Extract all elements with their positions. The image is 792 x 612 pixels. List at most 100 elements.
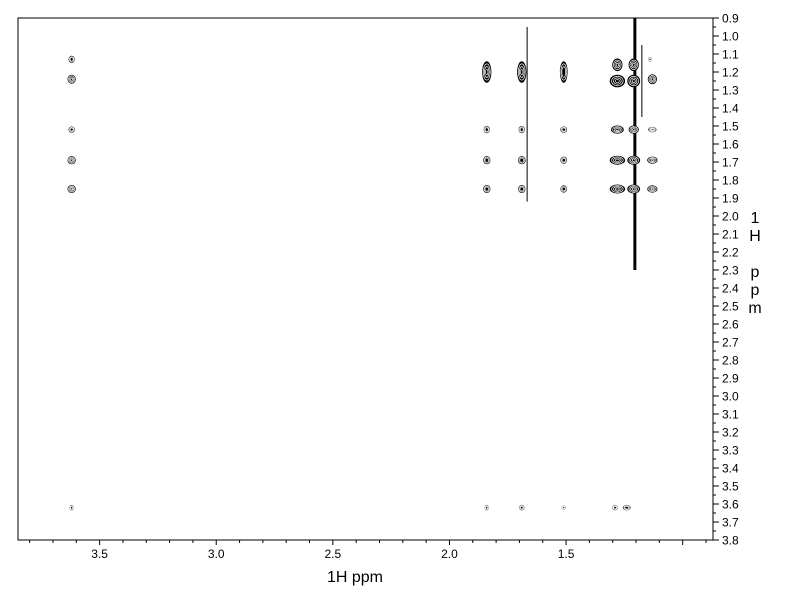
y-tick-label: 3.0 bbox=[722, 390, 739, 404]
contour-level bbox=[562, 506, 566, 509]
contour-level bbox=[624, 505, 629, 510]
contour-level bbox=[611, 156, 624, 164]
contour-level bbox=[70, 187, 74, 191]
contour-level bbox=[69, 57, 74, 62]
y-tick-label: 2.0 bbox=[722, 210, 739, 224]
x-tick-label: 3.0 bbox=[208, 547, 225, 561]
contour-level bbox=[649, 186, 656, 192]
contour-level bbox=[650, 77, 654, 81]
contour-level bbox=[648, 75, 657, 84]
contour-level bbox=[69, 127, 74, 132]
contour-level bbox=[630, 127, 637, 132]
contour-level bbox=[650, 187, 654, 191]
contour-level bbox=[520, 505, 524, 510]
y-tick-label: 3.3 bbox=[722, 444, 739, 458]
contour-level bbox=[648, 185, 657, 193]
y-tick-label: 1.5 bbox=[722, 120, 739, 134]
cross-peak bbox=[519, 504, 525, 511]
cross-peak bbox=[560, 156, 568, 164]
cross-peak bbox=[67, 74, 76, 84]
contour-level bbox=[615, 62, 620, 67]
cross-peak bbox=[648, 126, 657, 133]
cross-peak bbox=[647, 185, 658, 193]
contour-level bbox=[630, 61, 637, 69]
y-tick-label: 1.3 bbox=[722, 84, 739, 98]
contour-level bbox=[561, 158, 566, 163]
contour-outer bbox=[609, 155, 626, 165]
contour-outer bbox=[67, 74, 76, 84]
contour-level bbox=[483, 156, 490, 164]
y-tick-label: 1.9 bbox=[722, 192, 739, 206]
contour-level bbox=[560, 63, 567, 81]
contour-level bbox=[632, 128, 636, 131]
cross-peak bbox=[627, 155, 641, 165]
y-tick-label: 2.5 bbox=[722, 300, 739, 314]
y-tick-label: 3.4 bbox=[722, 462, 739, 476]
contour-level bbox=[482, 63, 491, 81]
contour-level bbox=[628, 185, 639, 193]
contour-level bbox=[631, 79, 636, 83]
contour-level bbox=[519, 126, 525, 133]
contour-outer bbox=[628, 58, 639, 72]
contour-level bbox=[630, 186, 638, 192]
contour-outer bbox=[628, 125, 639, 134]
contour-outer bbox=[612, 58, 623, 72]
contour-level bbox=[650, 128, 654, 131]
contour-level bbox=[484, 186, 489, 192]
y-tick-label: 3.1 bbox=[722, 408, 739, 422]
contour-level bbox=[615, 128, 620, 131]
y-tick-label: 2.3 bbox=[722, 264, 739, 278]
y-tick-label: 3.7 bbox=[722, 516, 739, 530]
x-axis-label: 1H ppm bbox=[327, 569, 383, 586]
y-tick-label: 2.6 bbox=[722, 318, 739, 332]
contour-level bbox=[561, 505, 566, 510]
y-tick-label: 2.2 bbox=[722, 246, 739, 260]
contour-level bbox=[483, 185, 490, 193]
contour-level bbox=[519, 186, 524, 192]
contour-level bbox=[68, 126, 75, 133]
contour-level bbox=[615, 158, 620, 162]
contour-level bbox=[484, 126, 490, 133]
y-axis-label-char: p bbox=[750, 264, 760, 281]
t1-noise-lines bbox=[526, 18, 643, 270]
cross-peak bbox=[560, 126, 568, 133]
y-tick-label: 3.2 bbox=[722, 426, 739, 440]
contour-level bbox=[629, 126, 638, 133]
contour-level bbox=[69, 76, 75, 82]
cross-peak bbox=[609, 74, 626, 88]
contour-level bbox=[561, 127, 566, 132]
cross-peak bbox=[647, 74, 657, 85]
contour-level bbox=[68, 56, 75, 63]
contour-level bbox=[519, 66, 525, 78]
contour-level bbox=[615, 187, 620, 191]
contour-level bbox=[70, 158, 74, 162]
contour-outer bbox=[647, 185, 658, 193]
contour-level bbox=[68, 75, 76, 83]
y-tick-label: 1.4 bbox=[722, 102, 739, 116]
contour-level bbox=[613, 157, 622, 163]
contour-level bbox=[628, 75, 639, 87]
contour-level bbox=[612, 505, 618, 510]
contour-level bbox=[561, 66, 567, 78]
cross-peak bbox=[483, 126, 490, 134]
x-axis: 3.5 3.0 2.5 2.0 1.5 bbox=[29, 540, 707, 561]
contour-level bbox=[517, 63, 526, 81]
x-tick-label: 1.5 bbox=[558, 547, 575, 561]
y-axis-label-char: 1 bbox=[750, 210, 760, 227]
contour-level bbox=[561, 186, 566, 192]
x-tick-label: 3.5 bbox=[91, 547, 108, 561]
contour-level bbox=[520, 68, 524, 76]
cross-peak bbox=[518, 126, 525, 134]
contour-level bbox=[614, 61, 621, 69]
cross-peak bbox=[647, 156, 658, 164]
cross-peaks bbox=[67, 55, 658, 511]
y-tick-label: 2.1 bbox=[722, 228, 739, 242]
contour-level bbox=[613, 186, 622, 192]
contour-level bbox=[69, 157, 75, 163]
cross-peak bbox=[67, 184, 76, 194]
cross-peak bbox=[609, 155, 626, 165]
contour-level bbox=[612, 126, 623, 133]
cross-peak bbox=[612, 504, 618, 511]
cross-peak bbox=[622, 504, 631, 511]
contour-level bbox=[69, 186, 75, 192]
